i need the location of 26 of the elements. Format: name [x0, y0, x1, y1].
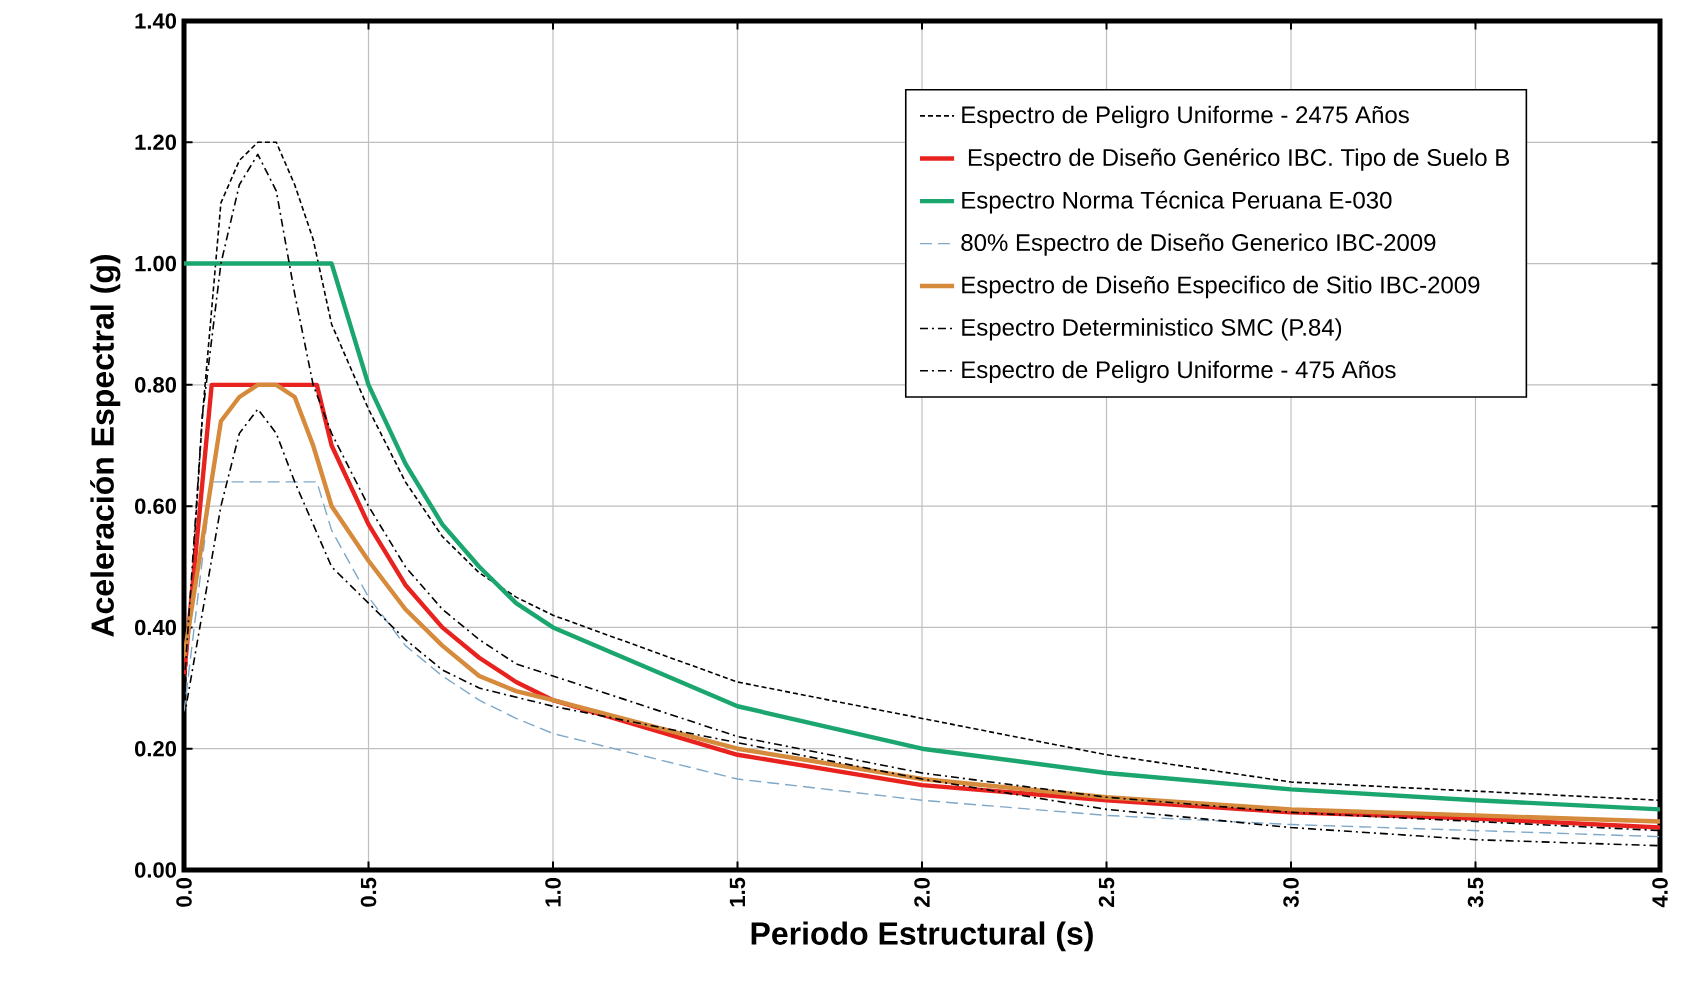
legend-label: Espectro de Peligro Uniforme - 475 Años — [962, 360, 1396, 383]
x-tick-label: 0.5 — [360, 877, 377, 907]
y-tick-label: 0.80 — [135, 377, 177, 393]
x-tick-label: 2.5 — [1098, 877, 1115, 907]
x-tick-label: 3.5 — [1467, 877, 1484, 908]
x-axis-title: Periodo Estructural (s) — [751, 921, 1093, 952]
y-tick-label: 1.20 — [135, 134, 177, 151]
x-tick-label: 3.0 — [1283, 877, 1299, 908]
y-tick-label: 0.40 — [135, 619, 177, 636]
x-tick-label: 1.0 — [545, 877, 561, 907]
legend-label: Espectro de Diseño Especifico de Sitio IBC-2009 — [962, 275, 1480, 299]
x-tick-label: 1.5 — [729, 877, 746, 907]
legend-label: Espectro de Diseño Genérico IBC. Tipo de Suelo B — [968, 148, 1510, 171]
y-axis-title: Aceleración Espectral (g) — [90, 255, 121, 637]
y-tick-label: 0.20 — [135, 740, 177, 757]
legend-label: Espectro de Peligro Uniforme - 2475 Años — [962, 105, 1409, 129]
y-tick-label: 1.00 — [135, 255, 177, 272]
legend-label: 80% Espectro de Diseño Generico IBC-2009 — [961, 233, 1436, 256]
y-tick-label: 0.60 — [135, 498, 177, 514]
x-tick-label: 4.0 — [1652, 877, 1668, 908]
y-tick-label: 0.00 — [135, 862, 177, 878]
y-tick-label: 1.40 — [135, 13, 177, 29]
legend-label: Espectro Norma Técnica Peruana E-030 — [962, 190, 1392, 214]
x-tick-label: 0.0 — [176, 877, 192, 907]
legend-label: Espectro Deterministico SMC (P.84) — [962, 318, 1342, 341]
x-tick-label: 2.0 — [914, 877, 930, 907]
